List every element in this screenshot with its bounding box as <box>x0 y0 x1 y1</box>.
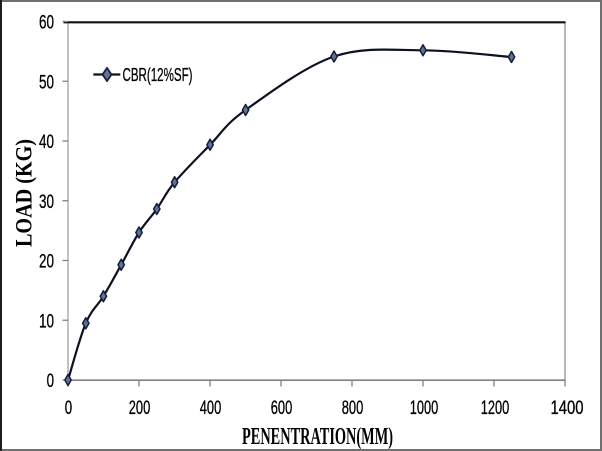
svg-text:200: 200 <box>129 397 151 419</box>
svg-text:400: 400 <box>200 397 222 419</box>
svg-text:PENENTRATION(MM): PENENTRATION(MM) <box>242 424 393 450</box>
svg-text:CBR(12%SF): CBR(12%SF) <box>123 64 193 85</box>
svg-text:20: 20 <box>39 251 54 273</box>
svg-text:600: 600 <box>271 397 293 419</box>
svg-text:30: 30 <box>39 191 54 213</box>
svg-text:800: 800 <box>342 397 364 419</box>
svg-text:10: 10 <box>39 310 54 332</box>
svg-text:40: 40 <box>39 131 54 153</box>
svg-text:0: 0 <box>47 370 54 392</box>
svg-text:LOAD (KG): LOAD (KG) <box>12 139 37 247</box>
svg-text:1400: 1400 <box>551 397 584 419</box>
svg-text:60: 60 <box>39 12 54 34</box>
svg-text:50: 50 <box>39 71 54 93</box>
svg-text:1200: 1200 <box>481 397 510 419</box>
svg-text:0: 0 <box>65 397 72 419</box>
svg-text:1000: 1000 <box>410 397 439 419</box>
